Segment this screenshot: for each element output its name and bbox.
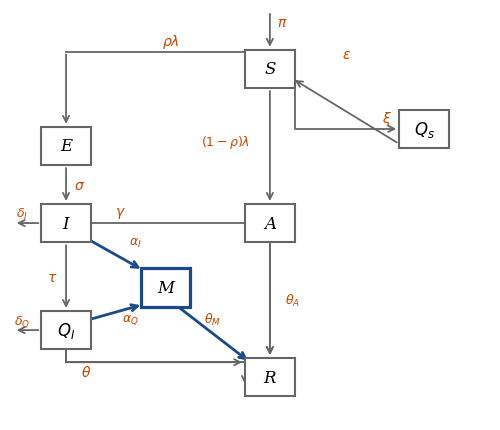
Text: $\pi$: $\pi$ — [277, 16, 287, 30]
Text: $\delta_Q$: $\delta_Q$ — [14, 313, 30, 329]
Text: $\alpha_Q$: $\alpha_Q$ — [122, 313, 139, 326]
Text: $Q_s$: $Q_s$ — [414, 120, 434, 139]
Text: M: M — [157, 279, 174, 296]
Text: $(1-\rho)\lambda$: $(1-\rho)\lambda$ — [200, 134, 250, 151]
Text: $\rho\lambda$: $\rho\lambda$ — [162, 33, 179, 51]
Text: $\tau$: $\tau$ — [47, 270, 58, 284]
Text: $\gamma$: $\gamma$ — [116, 206, 126, 220]
FancyBboxPatch shape — [245, 358, 295, 396]
Text: $\theta$: $\theta$ — [81, 364, 91, 379]
Text: $\theta_M$: $\theta_M$ — [204, 312, 221, 328]
Text: A: A — [264, 215, 276, 232]
FancyBboxPatch shape — [245, 50, 295, 89]
Text: $Q_I$: $Q_I$ — [57, 320, 75, 340]
FancyBboxPatch shape — [41, 311, 91, 350]
Text: $\delta_I$: $\delta_I$ — [16, 206, 28, 222]
FancyBboxPatch shape — [245, 204, 295, 243]
Text: $\xi$: $\xi$ — [382, 110, 392, 128]
Text: $\sigma$: $\sigma$ — [74, 178, 86, 192]
Text: R: R — [264, 369, 276, 386]
Text: $\epsilon$: $\epsilon$ — [342, 48, 351, 62]
FancyBboxPatch shape — [41, 204, 91, 243]
Text: I: I — [62, 215, 70, 232]
Text: E: E — [60, 138, 72, 155]
Text: $\theta_A$: $\theta_A$ — [284, 292, 300, 308]
Text: S: S — [264, 61, 276, 78]
FancyBboxPatch shape — [41, 127, 91, 166]
FancyBboxPatch shape — [399, 111, 449, 149]
Text: $\alpha_I$: $\alpha_I$ — [130, 236, 142, 249]
FancyBboxPatch shape — [140, 268, 190, 307]
